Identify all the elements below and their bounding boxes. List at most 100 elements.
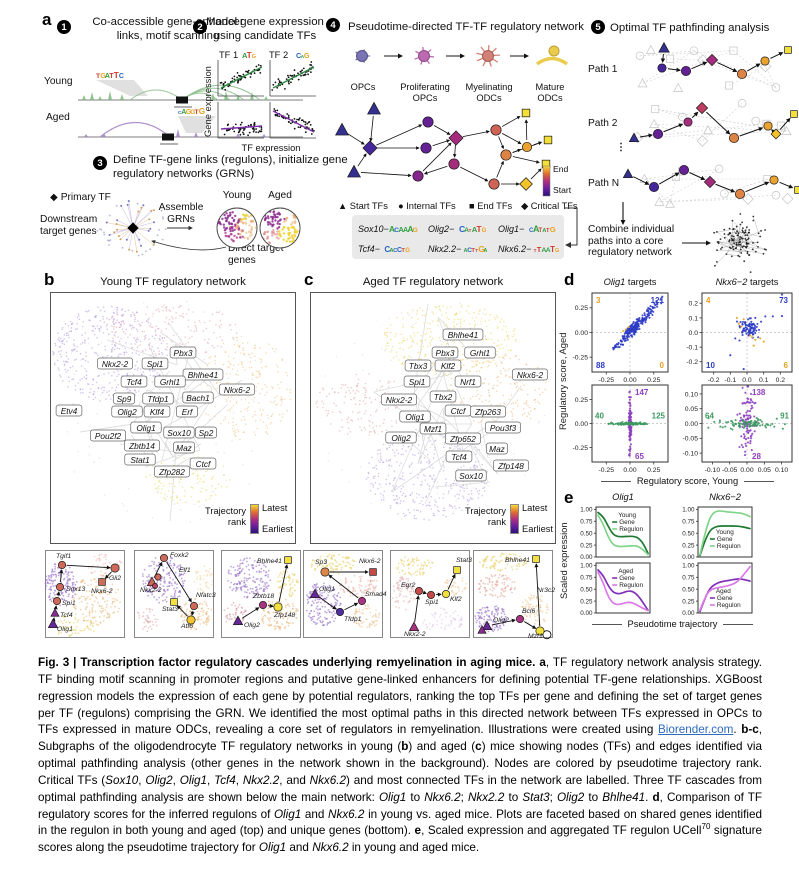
- node-label-Spi1: Spi1: [409, 377, 426, 387]
- node-label-Pou3f3: Pou3f3: [490, 423, 517, 433]
- node-label-Erf: Erf: [182, 407, 194, 417]
- svg-text:T: T: [477, 225, 482, 234]
- b-legend-latest: Latest: [262, 503, 288, 513]
- node-label-Grhl1: Grhl1: [470, 348, 490, 358]
- svg-text:G: G: [186, 107, 192, 116]
- step-2-number: 2: [193, 20, 207, 34]
- c-legend-latest: Latest: [522, 503, 548, 513]
- svg-text:A: A: [546, 247, 551, 254]
- legend-series-Gene-e_nkx62_aged: Gene: [717, 595, 733, 602]
- cascade-label-Smad4: Smad4: [365, 591, 387, 598]
- svg-text:T: T: [475, 248, 478, 253]
- cell-label-mature-odcs: Mature ODCs: [535, 82, 565, 103]
- svg-text:C: C: [296, 51, 302, 60]
- panel-e-label: e: [564, 488, 574, 507]
- legend-series-Regulon-e_olig1_young: Regulon: [619, 526, 643, 533]
- tf2-column-label: TF 2: [269, 50, 289, 60]
- node-label-Sox10: Sox10: [167, 428, 191, 438]
- node-label-Klf2: Klf2: [441, 361, 456, 371]
- legend-start-tfs: ▲ Start TFs: [338, 201, 388, 211]
- cascade-nkx22-stat3-young: Nkx2-2 Foxk2 Elf1 Nfatc3 Atf6 Stat3: [134, 550, 216, 638]
- svg-text:G: G: [405, 247, 410, 254]
- tf1-column-label: TF 1: [219, 50, 239, 60]
- svg-text:A: A: [407, 224, 413, 234]
- node-label-Bhlhe41: Bhlhe41: [188, 370, 218, 380]
- node-label-Sox10: Sox10: [459, 471, 483, 481]
- legend-series-Regulon-e_nkx62_aged: Regulon: [717, 602, 741, 609]
- node-label-Nkx6-2: Nkx6-2: [224, 385, 251, 395]
- e-title-nkx62: Nkx6−2: [709, 492, 741, 502]
- legend-age-e_nkx62_young: Young: [716, 529, 734, 536]
- cascade-label-Nkx2-2: Nkx2-2: [140, 587, 162, 594]
- count-d_nkx62_shared-tl: 4: [706, 296, 711, 305]
- svg-text:A: A: [389, 224, 395, 234]
- cascade-label-Elf1: Elf1: [179, 567, 191, 574]
- node-label-Olig2: Olig2: [117, 407, 137, 417]
- cascade-background-dots: [136, 556, 214, 633]
- count-d_olig1_shared-bl: 88: [596, 361, 605, 370]
- combine-paths-label: Combine individual paths into a core reg…: [588, 224, 675, 259]
- cascade-label-Sp3: Sp3: [315, 559, 327, 566]
- young-network-plot: Pbx3 Nkx2-2 Spi1 Bhlhe41 Tcf4 Grhl1 Nkx6-2 Sp9 T…: [50, 292, 296, 544]
- cascade-nkx22-stat3-aged: Nkx2-2 Egr2 Spi1 Klf2 Stat3: [390, 550, 472, 638]
- tf-scatter-grid: [217, 60, 316, 139]
- cascade-label-Nkx6-2: Nkx6-2: [359, 558, 381, 565]
- cascade-label-Nfatc3: Nfatc3: [196, 592, 216, 599]
- cascade-label-Bhlhe41: Bhlhe41: [505, 557, 530, 564]
- count-d_nkx62_shared-bl: 10: [706, 361, 715, 370]
- node-label-Nkx2-2: Nkx2-2: [386, 395, 413, 405]
- critical-tf-motifs-box: [352, 215, 564, 259]
- node-label-Klf4: Klf4: [150, 407, 165, 417]
- node-label-Olig1: Olig1: [136, 423, 155, 433]
- cascade-label-Olig2: Olig2: [244, 622, 260, 629]
- triangle-icon: ▲: [338, 201, 348, 211]
- motif-Nkx6.2: Nkx6.2−: [498, 244, 531, 254]
- svg-text:A: A: [398, 225, 404, 234]
- cascade-label-Tgif1: Tgif1: [56, 553, 71, 560]
- count-d_nkx62_shared-tr: 73: [779, 296, 788, 305]
- svg-text:G: G: [252, 54, 256, 60]
- svg-text:C: C: [397, 247, 402, 254]
- node-label-Tcf4: Tcf4: [451, 452, 467, 462]
- svg-text:A: A: [301, 54, 305, 60]
- svg-text:T: T: [546, 228, 550, 234]
- diamond-icon: ◆: [521, 201, 529, 211]
- svg-text:A: A: [389, 248, 394, 254]
- node-label-Grhl1: Grhl1: [160, 377, 180, 387]
- cascade-label-Tfdp1: Tfdp1: [344, 616, 362, 623]
- node-label-Olig1: Olig1: [405, 412, 424, 422]
- node-label-Zbtb14: Zbtb14: [128, 441, 155, 451]
- node-label-Tcf4: Tcf4: [126, 377, 142, 387]
- b-legend-earliest: Earliest: [262, 524, 294, 534]
- legend-series-Regulon-e_olig1_aged: Regulon: [619, 582, 643, 589]
- legend-end-tfs: ■ End TFs: [469, 201, 513, 211]
- circle-icon: ●: [398, 201, 404, 211]
- node-label-Stat1: Stat1: [130, 455, 149, 465]
- step-2-title: Model gene expression using candidate TF…: [206, 16, 324, 42]
- panel-d-label: d: [564, 270, 575, 289]
- cell-label-opcs: OPCs: [350, 82, 376, 92]
- cascade-olig1-nkx62-young: Olig1 Tcf4 Spi1 Sox13 Tgif1 Gli2 Nkx6-2: [44, 550, 125, 638]
- core-network-scribble: [620, 202, 767, 273]
- cascade-olig1-nkx62-aged: Sp3 Nkx6-2 Smad4 Tfdp1 Olig1: [303, 550, 387, 638]
- dash-line: [723, 624, 754, 626]
- svg-text:A: A: [533, 224, 540, 234]
- d_nkx62_unique: -0.10 -0.05 0.00 0.05 0.100.100.050.00-0.05-…: [683, 384, 793, 474]
- cascade-label-Gli2: Gli2: [109, 575, 121, 582]
- path-1-label: Path 1: [588, 64, 618, 75]
- svg-text:C: C: [393, 248, 397, 254]
- svg-text:G: G: [190, 109, 195, 116]
- path-row-3: [622, 164, 799, 208]
- biorender-link[interactable]: Biorender.com: [658, 723, 734, 737]
- svg-text:T: T: [194, 109, 199, 116]
- path-n-label: Path N: [588, 178, 620, 189]
- svg-text:C: C: [467, 247, 472, 254]
- cascade-label-Bcl6: Bcl6: [522, 608, 535, 615]
- grn-young-label: Young: [222, 190, 252, 201]
- dash-line: [591, 624, 622, 626]
- node-label-Nrf1: Nrf1: [460, 377, 476, 387]
- diamond-icon: ◆: [50, 192, 58, 203]
- cascade-label-Olig1: Olig1: [319, 586, 335, 593]
